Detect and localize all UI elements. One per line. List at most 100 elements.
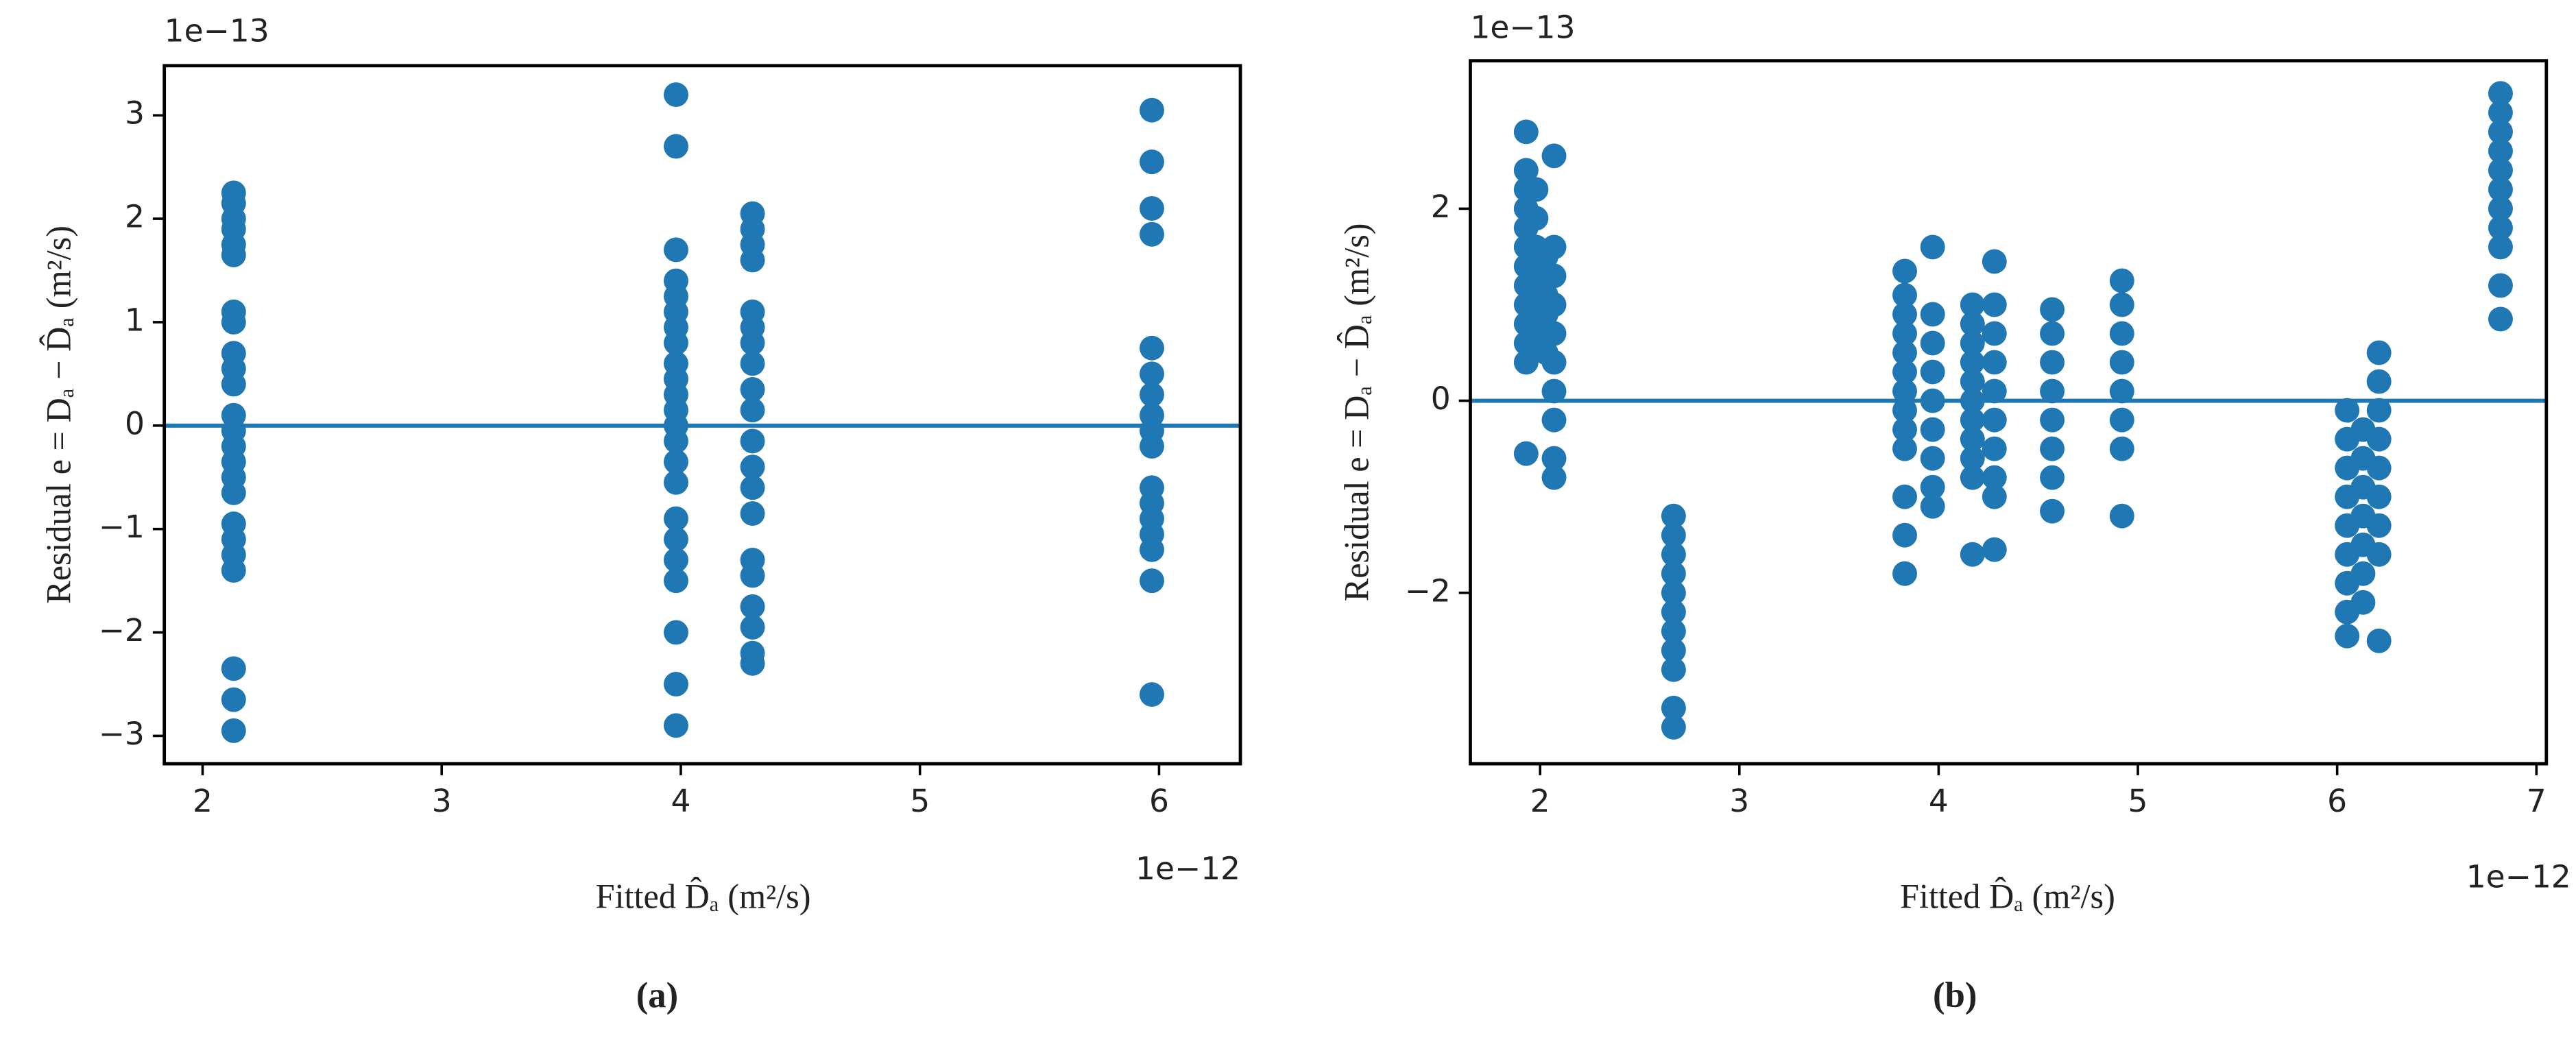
y-axis-label: Residual e = Dₐ − D̂ₐ (m²/s) [1337,223,1376,601]
point [740,594,765,619]
point [1960,407,1985,433]
point [1960,388,1985,413]
point [1541,143,1567,169]
caption: (a) [636,976,678,1015]
point [2366,484,2392,509]
point [1524,177,1549,202]
point [1892,282,1917,308]
point [1920,474,1945,500]
point [1661,542,1686,567]
y-tick-label: 1 [125,302,145,338]
point [221,718,246,743]
point [1892,302,1917,327]
point [1541,446,1567,471]
point [1541,407,1567,433]
x-tick-label: 7 [2527,783,2547,819]
point [2109,407,2134,433]
point [2488,177,2513,202]
point [1960,292,1985,317]
point [221,480,246,505]
point [1661,638,1686,663]
point [1661,522,1686,548]
point [1960,446,1985,471]
point [1920,302,1945,327]
point [2366,426,2392,452]
point [1920,330,1945,356]
point [2335,398,2360,423]
point [1661,503,1686,529]
point [1140,682,1164,707]
point [1982,436,2007,461]
point [2109,378,2134,404]
point [2366,369,2392,394]
point [2109,292,2134,317]
y-tick-label: 0 [125,405,145,441]
point [740,247,765,273]
point [1982,350,2007,375]
point [1541,234,1567,260]
point [1920,446,1945,471]
point [1920,417,1945,442]
point [1920,359,1945,385]
y-axis-label: Residual e = Dₐ − D̂ₐ (m²/s) [39,226,78,604]
point [740,398,765,423]
point [1960,542,1985,567]
point [1892,417,1917,442]
point [1541,263,1567,289]
point [1140,568,1164,594]
y-offset-text: 1e−13 [1470,10,1575,46]
point [664,568,688,594]
point [2366,398,2392,423]
point [2488,306,2513,332]
point [2488,100,2513,125]
point [1661,618,1686,644]
point [2109,436,2134,461]
point [2488,196,2513,221]
caption: (b) [1933,976,1977,1015]
point [1541,378,1567,404]
point [664,506,688,531]
point [1140,149,1164,175]
plot-frame [1469,59,2549,766]
point [1524,206,1549,231]
x-offset-text: 1e−12 [1135,850,1240,886]
point [1982,484,2007,509]
point [2109,321,2134,346]
point [2040,321,2065,346]
y-tick-label: −3 [99,716,145,752]
point [221,372,246,397]
point [1982,465,2007,490]
point [2040,498,2065,524]
point [664,470,688,495]
point [2488,215,2513,241]
point [1960,369,1985,394]
point [2109,503,2134,529]
point [740,501,765,526]
point [1920,494,1945,519]
point [1541,321,1567,346]
point [740,377,765,402]
point [221,656,246,681]
point [1140,335,1164,361]
point [664,330,688,356]
y-tick-label: 2 [125,199,145,235]
point [1541,465,1567,490]
point [664,428,688,454]
point [1892,258,1917,284]
point [1920,388,1945,413]
point [1513,441,1539,466]
point [740,651,765,676]
plot-frame [162,64,1242,766]
point [2109,268,2134,293]
point [1892,561,1917,586]
point [1661,714,1686,740]
point [2109,350,2134,375]
point [1960,311,1985,337]
point [664,713,688,738]
point [1892,484,1917,509]
point [1982,321,2007,346]
point [2366,455,2392,481]
point [740,475,765,500]
point [664,449,688,474]
y-tick-label: 0 [1431,380,1451,417]
